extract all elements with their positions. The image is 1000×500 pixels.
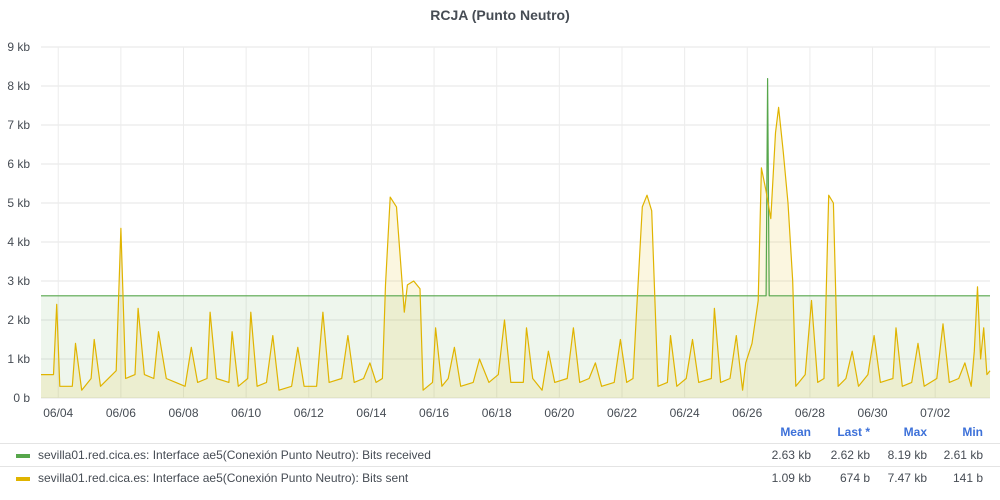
- y-tick-label: 0 b: [13, 391, 30, 405]
- area-bits-received: [41, 78, 990, 398]
- panel-title: RCJA (Punto Neutro): [430, 7, 570, 23]
- x-tick-label: 06/14: [356, 406, 386, 420]
- y-axis: 0 b 1 kb 2 kb 3 kb 4 kb 5 kb 6 kb 7 kb 8 kb 9 kb: [7, 40, 30, 405]
- legend-value-mean: 2.63 kb: [771, 448, 811, 462]
- legend-value-last: 2.62 kb: [830, 448, 870, 462]
- line-bits-received: [41, 77, 990, 297]
- legend-row-received[interactable]: sevilla01.red.cica.es: Interface ae5(Con…: [0, 443, 1000, 466]
- legend-value-min: 141 b: [952, 471, 983, 485]
- y-tick-label: 2 kb: [7, 313, 30, 327]
- x-tick-label: 06/12: [294, 406, 324, 420]
- y-tick-label: 6 kb: [7, 157, 30, 171]
- area-bits-sent: [41, 107, 990, 399]
- legend-value-mean: 1.09 kb: [771, 471, 811, 485]
- y-tick-label: 8 kb: [7, 79, 30, 93]
- y-tick-label: 1 kb: [7, 352, 30, 366]
- y-tick-label: 7 kb: [7, 118, 30, 132]
- x-tick-label: 06/24: [670, 406, 700, 420]
- x-tick-label: 06/26: [732, 406, 762, 420]
- legend-header-last[interactable]: Last *: [837, 425, 870, 439]
- legend-series-name[interactable]: sevilla01.red.cica.es: Interface ae5(Con…: [38, 471, 409, 485]
- x-tick-label: 06/30: [858, 406, 888, 420]
- time-series-chart[interactable]: 0 b1 kb2 kb3 kb4 kb5 kb6 kb7 kb8 kb9 kb …: [0, 0, 1000, 420]
- y-tick-label: 3 kb: [7, 274, 30, 288]
- legend-row-sent[interactable]: sevilla01.red.cica.es: Interface ae5(Con…: [0, 466, 1000, 489]
- x-tick-label: 06/18: [482, 406, 512, 420]
- x-tick-label: 06/16: [419, 406, 449, 420]
- y-tick-label: 9 kb: [7, 40, 30, 54]
- x-tick-label: 06/08: [168, 406, 198, 420]
- x-axis: 06/04 06/06 06/08 06/10 06/12 06/14 06/16 06/18…: [43, 406, 950, 420]
- legend-swatch-received: [16, 454, 30, 458]
- x-tick-label: 06/22: [607, 406, 637, 420]
- legend-swatch-sent: [16, 477, 30, 481]
- legend-value-max: 7.47 kb: [887, 471, 927, 485]
- legend-header-min[interactable]: Min: [962, 425, 983, 439]
- chart-lines: [41, 77, 991, 391]
- x-tick-label: 06/10: [231, 406, 261, 420]
- legend-header-max[interactable]: Max: [903, 425, 927, 439]
- legend-value-last: 674 b: [839, 471, 870, 485]
- chart-areas: [41, 78, 990, 399]
- legend-value-max: 8.19 kb: [887, 448, 927, 462]
- x-tick-label: 06/06: [106, 406, 136, 420]
- legend-value-min: 2.61 kb: [943, 448, 983, 462]
- x-tick-label: 07/02: [920, 406, 950, 420]
- y-tick-label: 5 kb: [7, 196, 30, 210]
- x-tick-label: 06/20: [544, 406, 574, 420]
- legend-header-mean[interactable]: Mean: [780, 425, 811, 439]
- line-bits-sent: [41, 106, 991, 391]
- legend-series-name[interactable]: sevilla01.red.cica.es: Interface ae5(Con…: [38, 448, 431, 462]
- y-tick-label: 4 kb: [7, 235, 30, 249]
- x-tick-label: 06/28: [795, 406, 825, 420]
- x-tick-label: 06/04: [43, 406, 73, 420]
